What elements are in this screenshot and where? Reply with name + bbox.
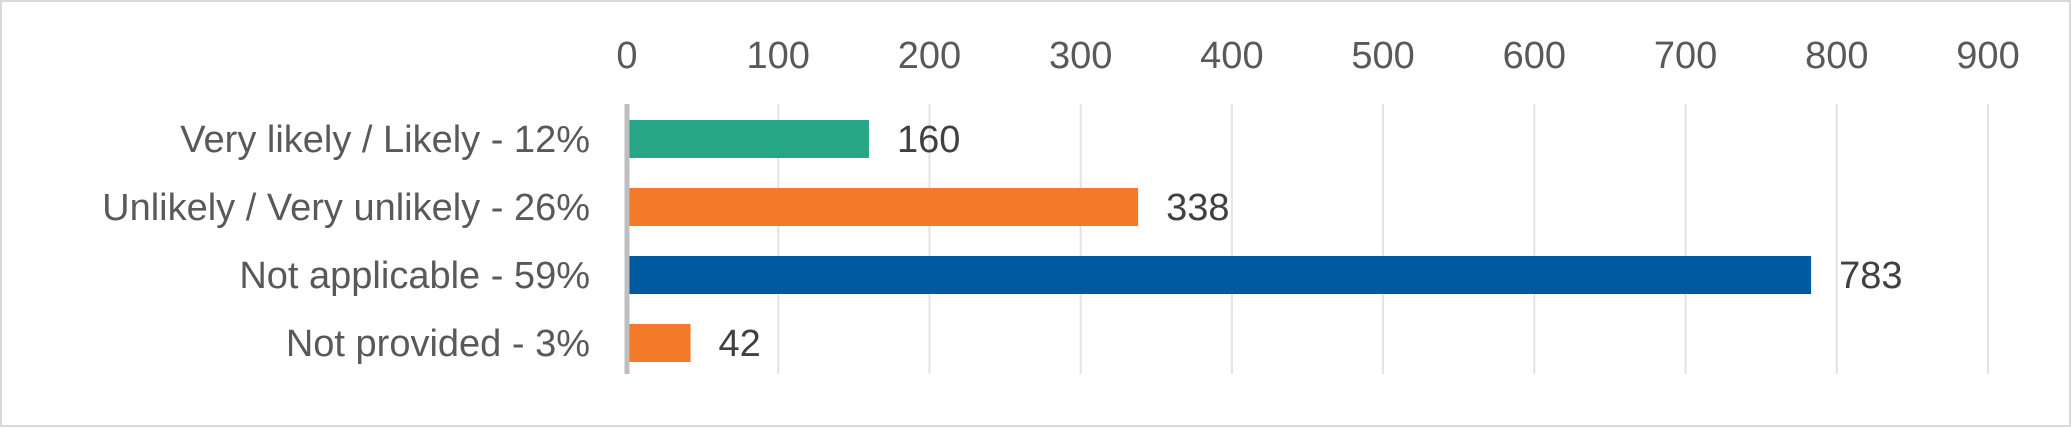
x-tick-label: 500 [1351, 35, 1414, 77]
x-tick-label: 300 [1049, 35, 1112, 77]
x-tick-label: 200 [898, 35, 961, 77]
x-tick-label: 100 [747, 35, 810, 77]
x-tick-label: 400 [1200, 35, 1263, 77]
bar [627, 256, 1812, 294]
data-label: 160 [897, 119, 960, 161]
x-tick-label: 900 [1956, 35, 2019, 77]
x-tick-label: 600 [1503, 35, 1566, 77]
data-label: 338 [1166, 187, 1229, 229]
data-label: 783 [1839, 255, 1902, 297]
category-labels: Very likely / Likely - 12% Unlikely / Ver… [102, 119, 590, 365]
data-labels: 160 338 783 42 [719, 119, 1903, 365]
category-label: Not applicable - 59% [239, 255, 590, 297]
x-tick-label: 0 [616, 35, 637, 77]
category-label: Not provided - 3% [286, 323, 590, 365]
bar [627, 188, 1139, 226]
bar [627, 120, 869, 158]
data-label: 42 [719, 323, 761, 365]
x-tick-label: 700 [1654, 35, 1717, 77]
x-axis-tick-labels: 0 100 200 300 400 500 600 700 800 900 [616, 35, 2019, 77]
category-label: Unlikely / Very unlikely - 26% [102, 187, 590, 229]
bar [627, 324, 691, 362]
bars [627, 120, 1812, 362]
gridlines [777, 104, 1989, 374]
x-tick-label: 800 [1805, 35, 1868, 77]
category-label: Very likely / Likely - 12% [180, 119, 590, 161]
